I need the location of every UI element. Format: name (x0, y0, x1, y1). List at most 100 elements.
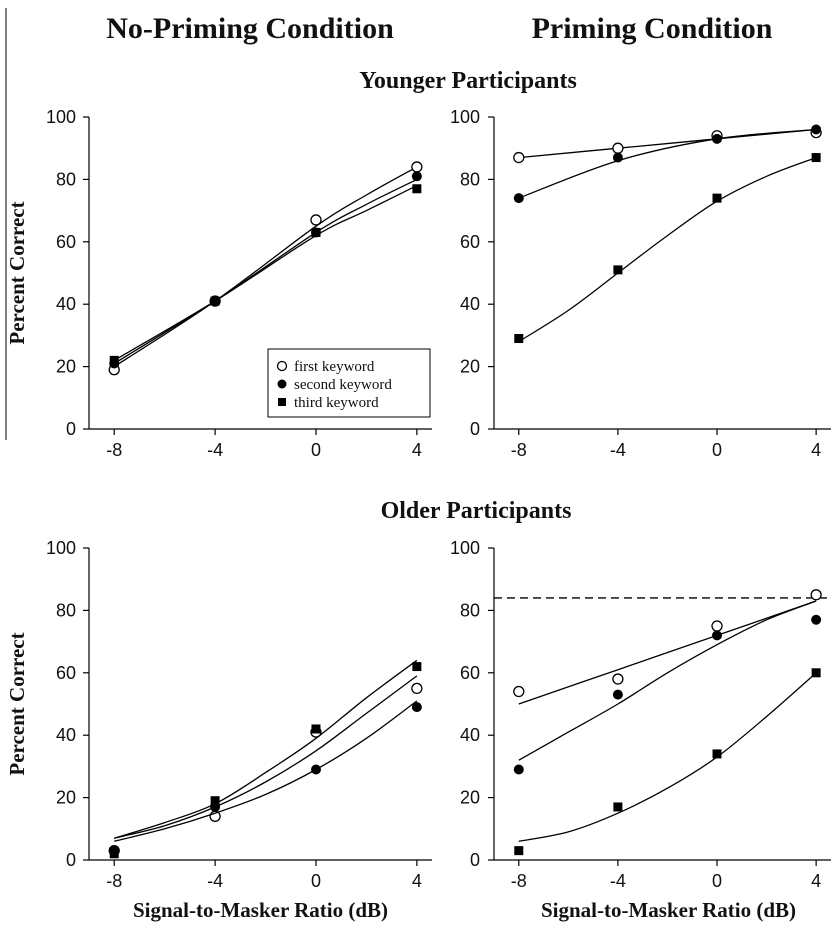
point-first (612, 142, 624, 154)
point-third (712, 193, 722, 203)
panel-younger-no-priming: 0 20 40 60 80 100 -8 -4 0 4 Percent Correct (5, 107, 432, 460)
x-tick-label: 4 (811, 440, 821, 460)
x-tick-label: -4 (207, 871, 223, 891)
point-first (411, 161, 423, 173)
x-tick-label: 0 (712, 871, 722, 891)
x-tick-label: -8 (511, 871, 527, 891)
y-tick-label: 20 (56, 357, 76, 377)
x-tick-label: 4 (811, 871, 821, 891)
fit-curve-second (518, 128, 817, 199)
panel-younger-priming: 0 20 40 60 80 100 -8 -4 0 4 (450, 107, 831, 460)
y-tick-label: 40 (460, 725, 480, 745)
legend-marker-filled-square (278, 398, 286, 406)
fit-curve-third (518, 672, 817, 842)
point-third (412, 662, 422, 672)
point-second (712, 133, 723, 144)
fit-curve-second (518, 600, 817, 761)
y-tick-label: 100 (46, 107, 76, 127)
y-tick-label: 60 (460, 232, 480, 252)
point-third (712, 749, 722, 759)
y-tick-label: 60 (460, 663, 480, 683)
x-tick-label: -4 (207, 440, 223, 460)
fit-curve-first (518, 600, 817, 705)
legend-label-third: third keyword (294, 395, 379, 411)
y-tick-label: 80 (460, 169, 480, 189)
point-third (311, 227, 321, 237)
point-third (210, 296, 220, 306)
point-first (411, 682, 423, 695)
legend-box: first keyword second keyword third keywo… (267, 348, 431, 418)
y-tick-label: 80 (56, 169, 76, 189)
point-third (109, 355, 119, 365)
y-tick-label: 60 (56, 663, 76, 683)
point-second (310, 764, 321, 775)
y-tick-label: 40 (56, 725, 76, 745)
point-second (411, 702, 422, 713)
point-second (513, 193, 524, 204)
fit-curve-first (114, 675, 418, 839)
x-tick-label: -4 (610, 440, 626, 460)
y-tick-label: 20 (460, 357, 480, 377)
point-third (514, 334, 524, 344)
x-axis-title: Signal-to-Masker Ratio (dB) (133, 898, 388, 922)
y-tick-label: 100 (46, 538, 76, 558)
point-third (811, 668, 821, 678)
point-second (811, 614, 822, 625)
x-tick-label: 4 (412, 440, 422, 460)
y-axis-title: Percent Correct (5, 201, 29, 344)
point-first (810, 589, 822, 601)
point-second (612, 689, 623, 700)
point-third (613, 802, 623, 812)
y-tick-label: 100 (450, 538, 480, 558)
heading-older: Older Participants (381, 498, 572, 524)
point-second (411, 171, 422, 182)
fit-curve-third (518, 156, 817, 343)
point-second (513, 764, 524, 775)
point-third (412, 184, 422, 194)
point-first (513, 151, 525, 164)
y-tick-label: 60 (56, 232, 76, 252)
x-tick-label: 0 (311, 871, 321, 891)
point-third (613, 265, 623, 275)
y-tick-label: 0 (470, 419, 480, 439)
heading-priming: Priming Condition (532, 12, 773, 45)
y-tick-label: 0 (66, 850, 76, 870)
y-tick-label: 20 (460, 788, 480, 808)
y-tick-label: 0 (66, 419, 76, 439)
fit-curve-first (113, 166, 418, 368)
fit-curve-first (518, 128, 817, 159)
heading-younger: Younger Participants (359, 68, 577, 94)
y-tick-label: 100 (450, 107, 480, 127)
point-third (311, 724, 321, 734)
point-first (612, 673, 624, 685)
x-tick-label: -8 (106, 440, 122, 460)
legend-label-first: first keyword (294, 359, 375, 375)
y-tick-label: 40 (460, 294, 480, 314)
legend-label-second: second keyword (294, 377, 392, 393)
point-second (712, 630, 723, 641)
legend-marker-filled-circle (277, 379, 287, 389)
point-third (210, 796, 220, 806)
fit-curve-third (113, 185, 418, 361)
y-tick-label: 40 (56, 294, 76, 314)
y-tick-label: 80 (56, 600, 76, 620)
point-first (310, 214, 322, 226)
y-axis-title: Percent Correct (5, 632, 29, 775)
x-tick-label: 0 (712, 440, 722, 460)
x-tick-label: -4 (610, 871, 626, 891)
point-second (811, 124, 822, 135)
heading-no-priming: No-Priming Condition (106, 12, 394, 45)
point-third (514, 846, 524, 856)
x-tick-label: -8 (511, 440, 527, 460)
legend-marker-open-circle (276, 360, 288, 372)
x-tick-label: -8 (106, 871, 122, 891)
y-tick-label: 80 (460, 600, 480, 620)
x-axis-title: Signal-to-Masker Ratio (dB) (541, 898, 796, 922)
x-tick-label: 4 (412, 871, 422, 891)
point-first (513, 685, 525, 698)
fit-curve-second (113, 178, 418, 365)
y-tick-label: 20 (56, 788, 76, 808)
fit-curve-third (114, 659, 418, 839)
point-third (811, 153, 821, 163)
